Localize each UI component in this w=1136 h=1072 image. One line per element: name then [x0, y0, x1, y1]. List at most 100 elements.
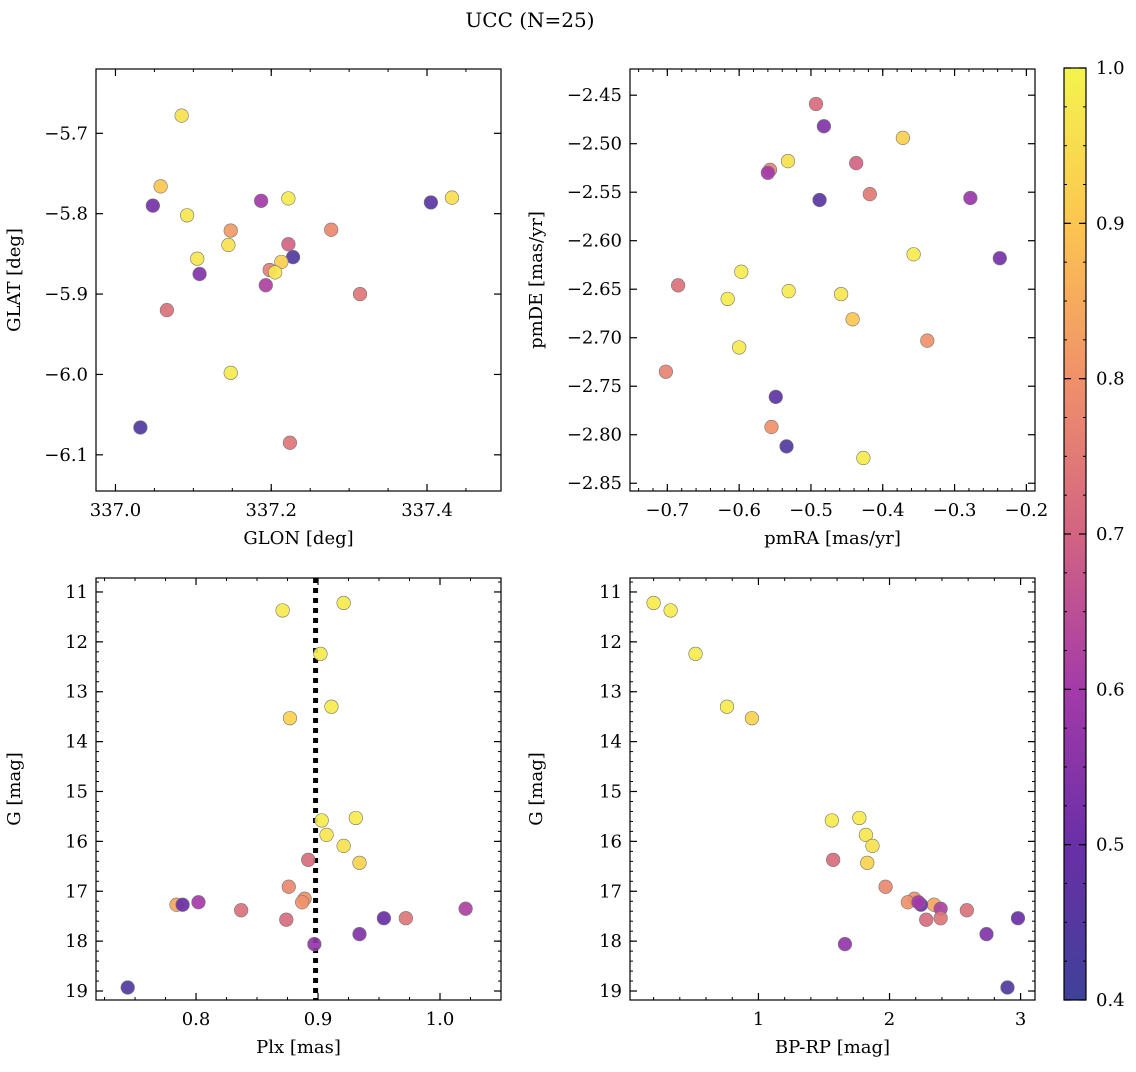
y-tick-label: −2.80 — [567, 425, 622, 446]
y-tick-label: 17 — [65, 881, 88, 902]
y-tick-label: −5.9 — [44, 284, 88, 305]
data-point — [744, 711, 759, 726]
y-tick-label: −2.75 — [567, 376, 622, 397]
data-point — [812, 192, 827, 208]
data-point — [895, 130, 910, 145]
x-tick-label: 0.8 — [182, 1009, 211, 1030]
y-tick-label: −6.1 — [44, 445, 88, 466]
data-point — [862, 187, 877, 202]
x-tick-label: −0.6 — [717, 500, 761, 521]
y-tick-label: −2.45 — [567, 85, 622, 106]
data-point — [175, 897, 190, 912]
colorbar-tick-label: 0.9 — [1096, 213, 1125, 234]
data-point — [223, 223, 238, 238]
data-point — [258, 278, 273, 293]
data-point — [352, 286, 368, 302]
data-point — [906, 247, 921, 262]
colorbar-tick-label: 1.0 — [1096, 58, 1125, 79]
data-point — [120, 980, 135, 995]
data-point — [781, 284, 796, 299]
data-point — [734, 264, 749, 279]
x-tick-label: −0.5 — [789, 500, 833, 521]
colorbar: 0.4 0.5 0.6 0.7 0.8 0.9 1.0 — [1063, 58, 1125, 1011]
panel-plx-g: 0.8 0.9 1.0 11 12 13 14 15 16 17 18 19 Plx [mas] G [m… — [4, 577, 502, 1058]
data-point — [336, 838, 351, 853]
data-point — [223, 365, 238, 380]
data-point — [919, 912, 934, 927]
y-tick-label: 11 — [65, 582, 88, 603]
panel-glon-glat: 337.0 337.2 337.4 −5.7 −5.8 −5.9 −6.0 −6.1 GLON … — [4, 68, 502, 549]
data-point — [646, 595, 661, 611]
y-tick-label: 15 — [65, 781, 88, 802]
y-tick-label: 16 — [599, 831, 622, 852]
data-point — [963, 190, 978, 206]
data-point — [688, 646, 703, 661]
data-point — [858, 827, 874, 842]
x-tick-label: 337.2 — [245, 500, 297, 521]
y-tick-label: 16 — [65, 831, 88, 852]
data-point — [824, 813, 839, 828]
data-point — [275, 603, 290, 618]
y-tick-label: −2.60 — [567, 231, 622, 252]
x-tick-label: −0.3 — [933, 500, 977, 521]
y-tick-label: 12 — [599, 632, 622, 653]
x-tick-label: 0.9 — [304, 1009, 333, 1030]
data-point — [959, 903, 974, 918]
y-tick-label: −2.50 — [567, 134, 622, 155]
x-tick-label: 337.0 — [90, 500, 142, 521]
data-point — [826, 852, 841, 867]
y-axis-label: G [mag] — [4, 752, 25, 825]
data-point — [324, 699, 339, 714]
x-axis-label: GLON [deg] — [243, 528, 353, 549]
data-point — [865, 838, 880, 853]
data-point — [837, 937, 853, 952]
x-tick-label: 2 — [884, 1009, 895, 1030]
data-point — [295, 895, 310, 910]
data-point — [191, 895, 206, 910]
data-point — [133, 420, 148, 435]
data-point — [849, 156, 864, 171]
data-point — [808, 96, 824, 112]
data-point — [159, 303, 174, 318]
data-point — [153, 179, 168, 194]
data-point — [852, 810, 867, 826]
y-axis-label: pmDE [mas/yr] — [526, 211, 547, 349]
data-point — [190, 251, 205, 266]
data-point — [279, 912, 294, 927]
data-point — [336, 595, 351, 611]
data-point — [444, 190, 460, 205]
data-point — [423, 195, 439, 210]
data-point — [720, 291, 735, 307]
data-point — [834, 286, 849, 302]
data-point — [845, 312, 860, 327]
data-point — [816, 119, 831, 134]
y-tick-label: 13 — [65, 682, 88, 703]
data-point — [282, 711, 298, 726]
y-tick-label: −2.85 — [567, 473, 622, 494]
y-tick-label: 14 — [65, 732, 88, 753]
y-axis-label: G [mag] — [526, 752, 547, 825]
figure-title: UCC (N=25) — [465, 8, 594, 32]
data-point — [1010, 911, 1026, 926]
y-tick-label: 15 — [599, 781, 622, 802]
data-point — [398, 911, 413, 926]
axes-frame — [629, 577, 1036, 1001]
x-tick-label: 3 — [1015, 1009, 1026, 1030]
colorbar-tick-label: 0.5 — [1096, 835, 1125, 856]
data-point — [768, 389, 783, 404]
y-tick-label: −2.55 — [567, 182, 622, 203]
y-tick-label: 13 — [599, 682, 622, 703]
data-point — [313, 646, 328, 661]
data-point — [458, 901, 473, 916]
data-point — [319, 827, 334, 842]
data-point — [307, 937, 322, 952]
data-point — [1000, 980, 1015, 995]
data-point — [268, 265, 283, 280]
x-tick-label: −0.2 — [1005, 500, 1049, 521]
data-point — [856, 450, 871, 466]
y-tick-label: −6.0 — [44, 364, 88, 385]
y-tick-label: 12 — [65, 632, 88, 653]
x-tick-label: 1 — [753, 1009, 764, 1030]
data-point — [192, 266, 207, 282]
